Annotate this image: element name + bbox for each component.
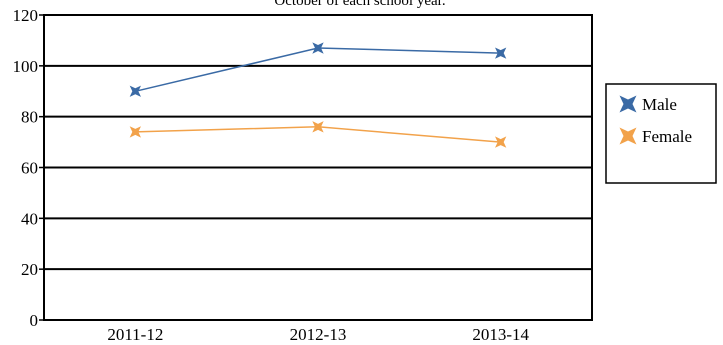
legend-item: Male [619,95,677,114]
series-layer [129,42,507,148]
y-tick-label: 20 [21,260,38,279]
y-axis-ticks: 0 20 40 60 80 100 120 [13,6,44,330]
y-tick-label: 40 [21,209,38,228]
y-tick-label: 60 [21,159,38,178]
data-point [312,42,324,54]
y-tick-label: 0 [30,311,39,330]
legend-item: Female [619,127,692,146]
legend-marker [619,127,637,145]
y-tick-label: 120 [13,6,39,25]
legend-marker [619,95,637,113]
x-tick-label: 2013-14 [472,325,529,344]
y-tick-label: 100 [13,57,39,76]
data-point [129,126,141,138]
x-tick-label: 2012-13 [290,325,347,344]
legend-label: Male [642,95,677,114]
gridlines [44,64,592,271]
x-tick-label: 2011-12 [107,325,163,344]
y-tick-label: 80 [21,108,38,127]
chart-title: October of each school year. [274,0,445,9]
x-axis-ticks: 2011-12 2012-13 2013-14 [107,325,529,344]
series-male [129,42,507,97]
series-female [129,121,507,148]
legend-label: Female [642,127,692,146]
series-line [135,47,501,93]
data-point [312,121,324,133]
data-point [129,85,141,97]
data-point [495,47,507,59]
legend: Male Female [605,83,717,184]
data-point [495,136,507,148]
